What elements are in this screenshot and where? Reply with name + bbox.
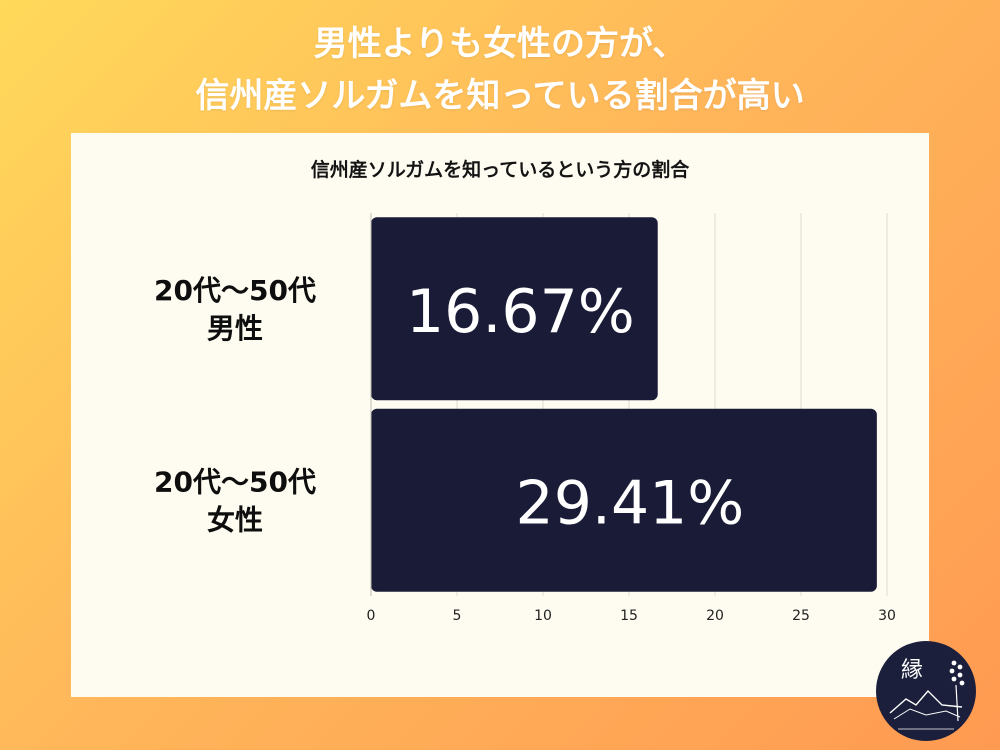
bar-1	[371, 408, 877, 592]
category-label-1-1: 女性	[207, 503, 263, 536]
x-tick-label-0: 0	[367, 608, 376, 624]
bar-value-label-1: 29.41%	[516, 468, 745, 538]
headline-line-1: 男性よりも女性の方が、	[313, 24, 687, 64]
bar-0	[371, 217, 658, 401]
x-tick-label-2: 10	[534, 608, 552, 624]
category-label-0-1: 男性	[207, 312, 263, 345]
chart-title: 信州産ソルガムを知っているという方の割合	[310, 159, 690, 181]
x-tick-label-4: 20	[706, 608, 724, 624]
headline: 男性よりも女性の方が、 信州産ソルガムを知っている割合が高い	[0, 18, 1000, 122]
x-tick-label-1: 5	[453, 608, 462, 624]
headline-line-2: 信州産ソルガムを知っている割合が高い	[195, 76, 805, 116]
category-label-0-0: 20代〜50代	[154, 274, 316, 307]
x-tick-label-5: 25	[792, 608, 810, 624]
svg-text:縁: 縁	[901, 658, 923, 683]
chart-panel: 信州産ソルガムを知っているという方の割合 0 5 10 15 20 25 30 16.67% 2…	[71, 133, 929, 697]
x-tick-label-3: 15	[620, 608, 638, 624]
x-tick-label-6: 30	[878, 608, 896, 624]
brand-logo-icon: 縁	[876, 641, 976, 741]
bar-value-label-0: 16.67%	[406, 277, 635, 347]
category-label-1-0: 20代〜50代	[154, 465, 316, 498]
